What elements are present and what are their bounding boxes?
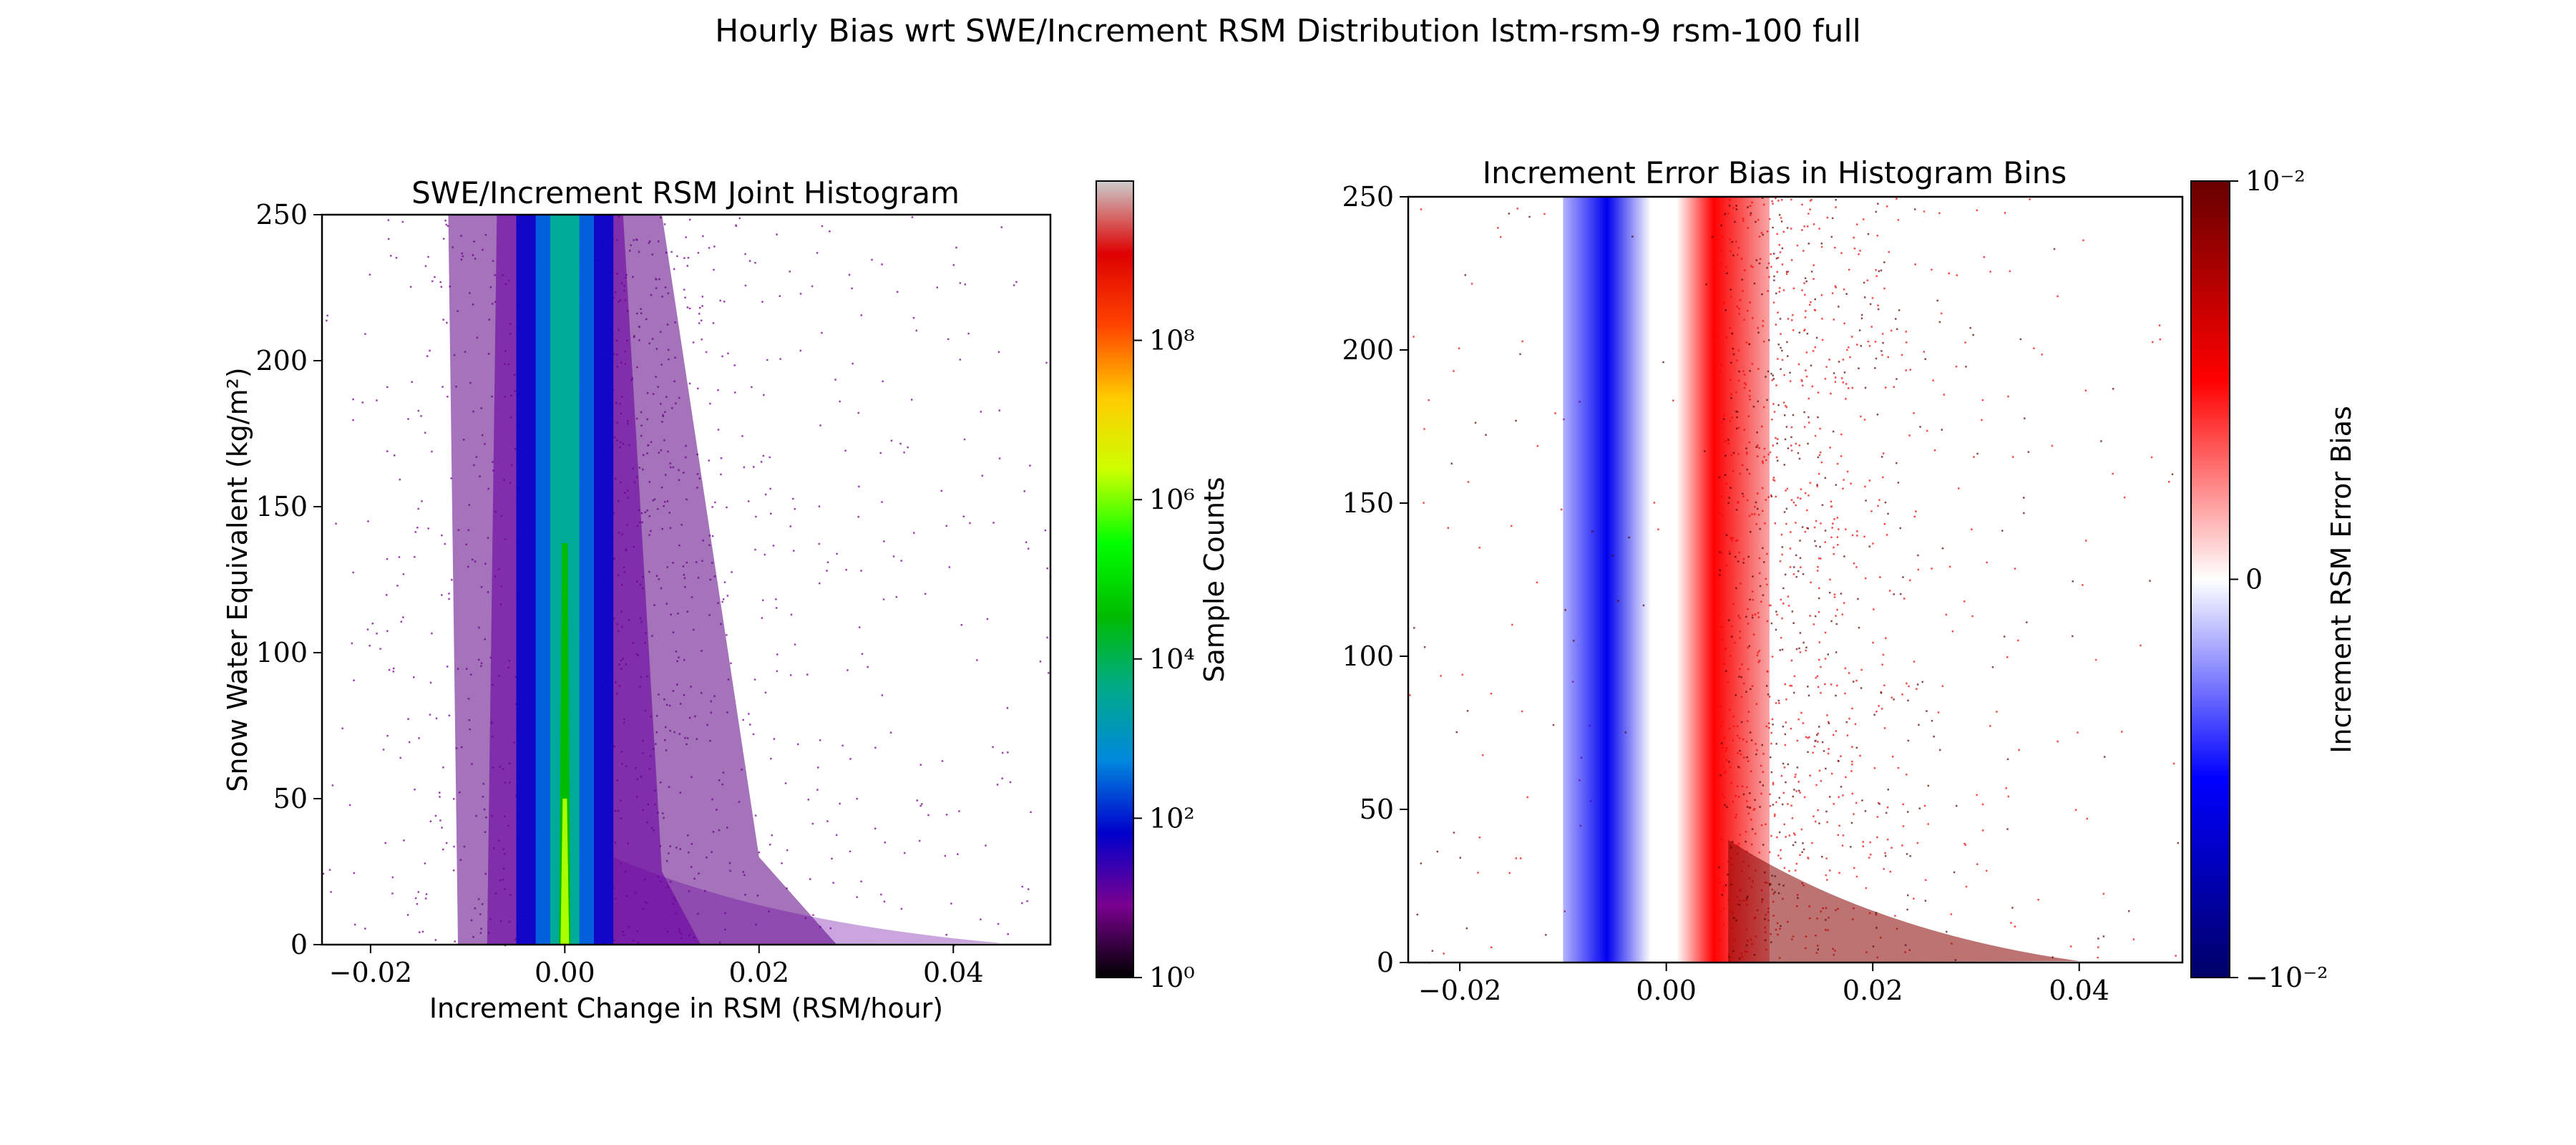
bias-colorbar	[2190, 180, 2230, 978]
histogram-ytick-label: 0	[291, 929, 308, 960]
histogram-ytick-label: 100	[255, 637, 308, 668]
histogram-plot-area	[322, 215, 1052, 947]
histogram-core-peak	[560, 799, 570, 945]
histogram-colorbar-tick-label: 10²	[1149, 802, 1195, 834]
histogram-colorbar-tick-label: 10⁴	[1149, 643, 1195, 675]
histogram-ytick-label: 150	[255, 491, 308, 522]
bias-xtick-label: −0.02	[1418, 975, 1501, 1006]
bias-panel: Increment Error Bias in Histogram Bins −…	[1342, 155, 2357, 1006]
histogram-ylabel: Snow Water Equivalent (kg/m²)	[222, 367, 253, 791]
histogram-xtick-label: 0.00	[535, 957, 595, 988]
bias-ytick-label: 0	[1377, 947, 1394, 978]
bias-colorbar-tick-label: −10⁻²	[2245, 962, 2328, 993]
histogram-core-green	[559, 543, 571, 945]
histogram-xtick-label: 0.02	[728, 957, 789, 988]
bias-xtick-label: 0.04	[2049, 975, 2109, 1006]
bias-x-ticks: −0.02 0.00 0.02 0.04	[1418, 963, 2109, 1006]
bias-low-swe-darkred	[1728, 839, 2079, 963]
bias-xtick-label: 0.00	[1636, 975, 1697, 1006]
bias-ytick-label: 50	[1360, 794, 1394, 825]
histogram-colorbar-label: Sample Counts	[1199, 477, 1230, 682]
bias-blue-band	[1563, 197, 1652, 963]
bias-xtick-label: 0.02	[1843, 975, 1903, 1006]
bias-ytick-label: 100	[1342, 640, 1394, 672]
histogram-low-swe-tail	[613, 857, 1002, 945]
bias-plot-area	[1409, 197, 2179, 964]
histogram-panel: SWE/Increment RSM Joint Histogram −0.02 0…	[222, 175, 1230, 1024]
histogram-x-ticks: −0.02 0.00 0.02 0.04	[329, 945, 984, 988]
histogram-ytick-label: 200	[255, 345, 308, 376]
histogram-colorbar-tick-label: 10⁰	[1149, 962, 1195, 993]
histogram-y-ticks: 0 50 100 150 200 250	[255, 199, 322, 960]
bias-ytick-label: 250	[1342, 181, 1394, 213]
histogram-xtick-label: −0.02	[329, 957, 412, 988]
bias-ytick-label: 200	[1342, 334, 1394, 366]
bias-axes-frame	[1407, 195, 2184, 964]
bias-sparse-dark-points	[1413, 197, 2179, 961]
bias-colorbar-ticks: 10⁻² 0 −10⁻²	[2230, 165, 2328, 993]
histogram-title: SWE/Increment RSM Joint Histogram	[411, 175, 960, 210]
bias-y-ticks: 0 50 100 150 200 250	[1342, 181, 1408, 978]
histogram-axes-frame	[321, 213, 1052, 946]
histogram-colorbar	[1096, 180, 1134, 978]
bias-colorbar-label: Increment RSM Error Bias	[2326, 406, 2357, 754]
bias-red-band	[1677, 197, 1770, 963]
bias-title: Increment Error Bias in Histogram Bins	[1483, 155, 2067, 190]
bias-colorbar-tick-label: 0	[2245, 564, 2263, 595]
bias-ytick-label: 150	[1342, 487, 1394, 519]
histogram-colorbar-tick-label: 10⁶	[1149, 484, 1195, 515]
figure-suptitle: Hourly Bias wrt SWE/Increment RSM Distri…	[715, 13, 1861, 49]
histogram-xtick-label: 0.04	[923, 957, 984, 988]
bias-colorbar-tick-label: 10⁻²	[2245, 165, 2306, 197]
histogram-colorbar-tick-label: 10⁸	[1149, 325, 1195, 356]
histogram-ytick-label: 250	[255, 199, 308, 230]
bias-sparse-red-points	[1409, 197, 2177, 964]
histogram-xlabel: Increment Change in RSM (RSM/hour)	[429, 993, 943, 1024]
histogram-ytick-label: 50	[273, 783, 308, 814]
histogram-colorbar-ticks: 10⁰ 10² 10⁴ 10⁶ 10⁸	[1133, 325, 1195, 993]
